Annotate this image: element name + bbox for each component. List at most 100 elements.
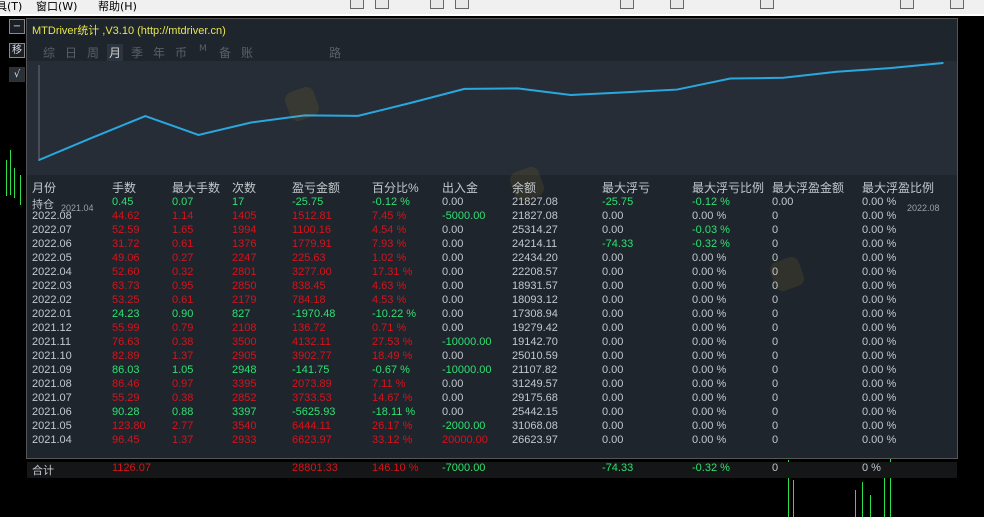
tab-2[interactable]: 周 [87,46,100,60]
check-button[interactable]: √ [9,67,25,82]
cell-4: -5625.93 [292,406,336,418]
cell-6: 0.00 [442,252,464,264]
cell-2: 0.90 [172,308,194,320]
cell-0: 合计 [32,465,54,477]
tab-5[interactable]: 年 [153,46,166,60]
cell-3: 2179 [232,294,257,306]
toolbar-button[interactable] [670,0,684,9]
tab-8[interactable]: 备 [219,46,232,60]
cell-3: 827 [232,308,251,320]
cell-9: 最大浮亏比例 [692,181,765,195]
toolbar-button[interactable] [950,0,964,9]
cell-2: 0.38 [172,392,194,404]
cell-6: 0.00 [442,350,464,362]
table-row: 2021.06 90.28 0.88 3397 -5625.93 -18.11 % 0.00… [27,406,957,420]
cell-10: 0 [772,252,779,264]
cell-8: 0.00 [602,210,624,222]
table-header: 月份 手数 最大手数 次数 盈亏金额 百分比% 出入金 余额 最大浮亏 最大浮亏比例 最大浮盈金额 最… [27,177,957,195]
toolbar [340,0,980,10]
cell-8: -25.75 [602,196,634,208]
cell-4: 225.63 [292,252,326,264]
cell-4: 784.18 [292,294,326,306]
x-tick-label: 2022.08 [907,203,940,213]
cell-7: 18931.57 [512,280,558,292]
cell-9: -0.03 % [692,224,730,236]
cell-10: 0 [772,280,779,292]
tab-1[interactable]: 日 [65,46,78,60]
table-row: 2021.12 55.99 0.79 2108 136.72 0.71 % 0.00 1927… [27,322,957,336]
cell-5: 7.93 % [372,238,407,250]
tab-3[interactable]: 月 [107,44,124,61]
data-point [569,94,572,96]
cell-10: 0 [772,336,779,348]
cell-5: -0.67 % [372,364,410,376]
cell-3: 3395 [232,378,257,390]
cell-5: 14.67 % [372,392,413,404]
cell-9: 0.00 % [692,294,727,306]
data-point [516,87,519,90]
data-point [304,114,306,117]
menu-window[interactable]: 窗口(W) [36,0,78,13]
cell-10: 0 [772,378,779,390]
tab-6[interactable]: 币 [175,46,188,60]
cell-9: 0.00 % [692,210,727,222]
cell-10: 0 [772,308,779,320]
cell-4: 2073.89 [292,378,332,390]
cell-5: 百分比% [372,181,419,195]
toolbar-button[interactable] [900,0,914,9]
window-title: MTDriver统计 ,V3.10 (http://mtdriver.cn) [32,25,226,37]
cell-0: 2021.09 [32,364,72,376]
cell-3: 2247 [232,252,257,264]
table-row: 持仓 0.45 0.07 17 -25.75 -0.12 % 0.00 21827.08 -25… [27,196,957,211]
cell-8: 0.00 [602,392,624,404]
toolbar-button[interactable] [760,0,774,9]
cell-6: 0.00 [442,294,464,306]
table-row: 2022.03 63.73 0.95 2850 838.45 4.63 % 0.00 1893… [27,280,957,294]
cell-6: 出入金 [442,181,479,195]
menu-help[interactable]: 帮助(H) [98,0,137,13]
cell-10: 0 [772,224,779,236]
cell-4: 28801.33 [292,462,338,474]
cell-7: 22208.57 [512,266,558,278]
data-point [676,88,678,91]
menu-tools[interactable]: 具(T) [0,0,23,13]
cell-6: 0.00 [442,238,464,250]
toolbar-button[interactable] [620,0,634,9]
cell-5: -18.11 % [372,406,416,418]
cell-0: 2021.12 [32,322,72,334]
cell-6: 20000.00 [442,434,488,446]
cell-9: 0.00 % [692,420,727,432]
cell-3: 2905 [232,350,257,362]
cell-8: 0.00 [602,308,624,320]
cell-7: 21107.82 [512,364,558,376]
cell-3: 3397 [232,406,257,418]
cell-10: 0 [772,364,779,376]
cell-2: 2.77 [172,420,194,432]
toolbar-button[interactable] [455,0,469,9]
tab-4[interactable]: 季 [131,46,144,60]
data-point [889,67,891,69]
toolbar-button[interactable] [375,0,389,9]
cell-10: 0 [772,322,779,334]
cell-7: 22434.20 [512,252,558,264]
move-button[interactable]: 移 [9,43,25,58]
cell-1: 53.25 [112,294,140,306]
toolbar-button[interactable] [350,0,364,9]
tab-0[interactable]: 综 [43,46,56,60]
table-row: 2021.07 55.29 0.38 2852 3733.53 14.67 % 0.00 29… [27,392,957,406]
minimize-button[interactable]: − [9,19,25,34]
toolbar-button[interactable] [430,0,444,9]
cell-11: 0.00 % [862,252,897,264]
cell-10: 0.00 [772,196,794,208]
cell-5: 18.49 % [372,350,413,362]
data-point [144,115,147,117]
cell-9: 0.00 % [692,280,727,292]
data-point [357,115,359,117]
cell-0: 2022.05 [32,252,72,264]
cell-0: 2021.05 [32,420,72,432]
tab-7[interactable]: M [199,44,207,54]
cell-11: 0.00 % [862,378,897,390]
cell-2: 0.88 [172,406,194,418]
equity-line [38,62,944,161]
cell-1: 123.80 [112,420,146,432]
